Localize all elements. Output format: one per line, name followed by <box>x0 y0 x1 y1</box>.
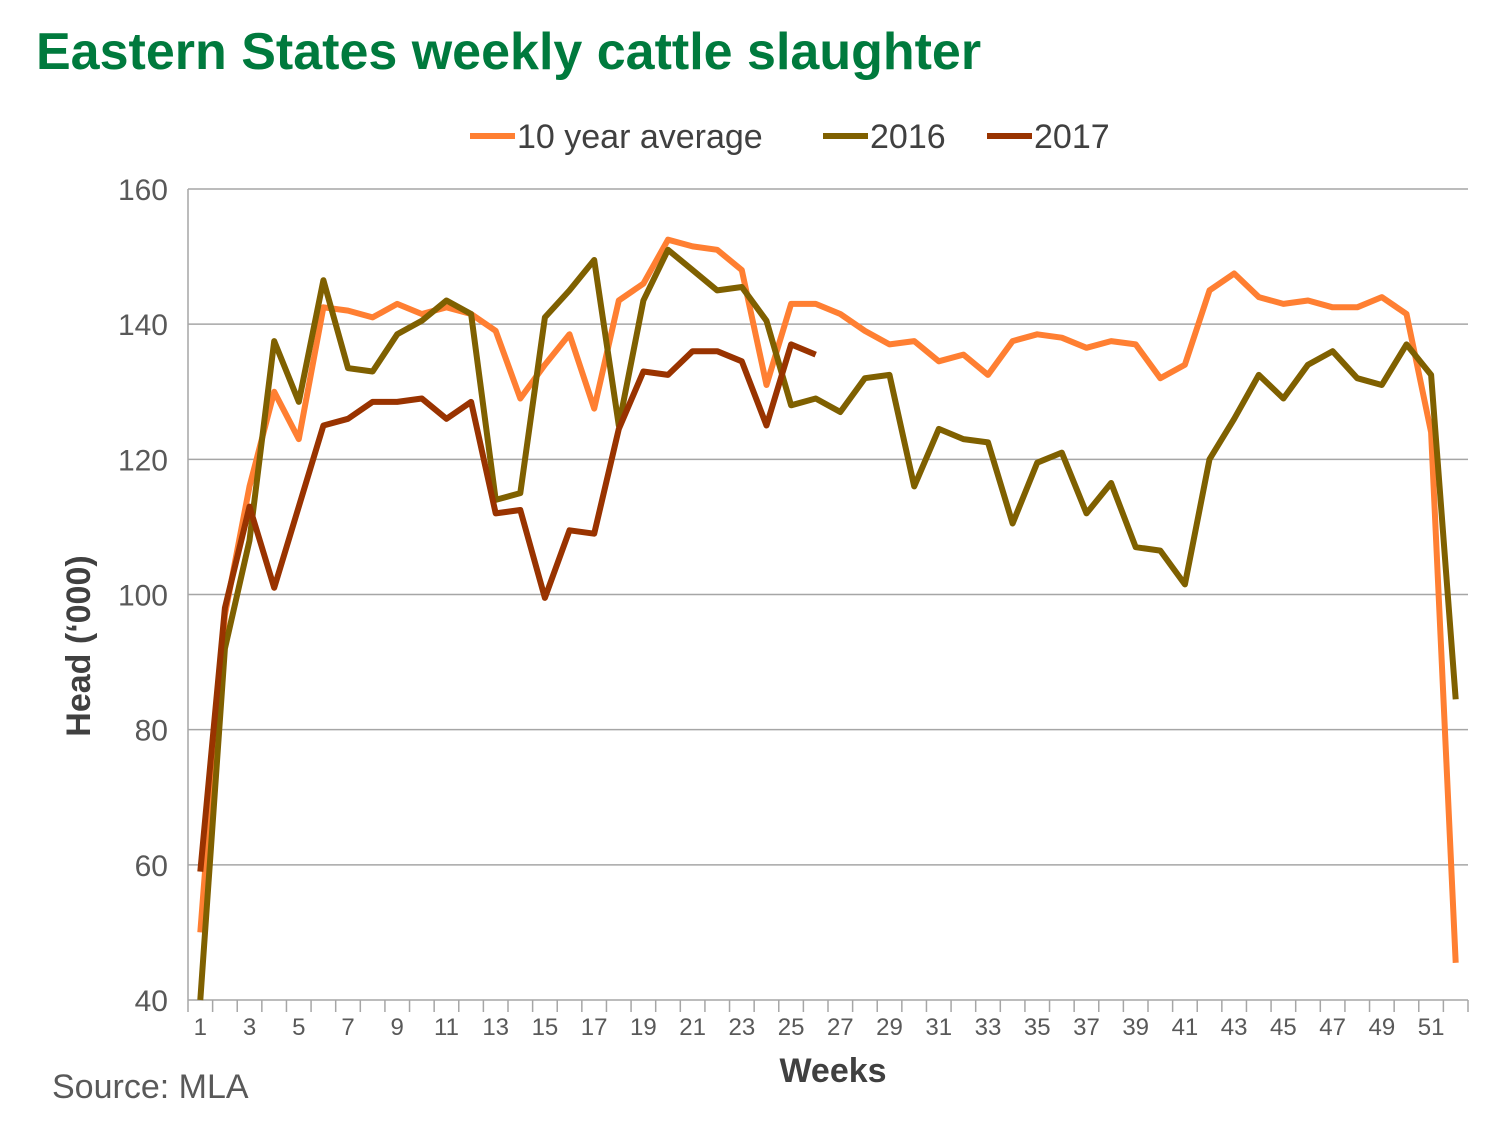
legend-label: 10 year average <box>517 118 763 156</box>
x-axis-title: Weeks <box>779 1052 886 1090</box>
series-line-2017 <box>197 341 817 872</box>
series-lines <box>197 236 1459 1001</box>
x-tick-label: 45 <box>1270 1014 1297 1041</box>
x-tick-label: 35 <box>1024 1014 1051 1041</box>
x-tick-label: 23 <box>728 1014 755 1041</box>
y-axis-title: Head (‘000) <box>60 555 98 736</box>
legend-label: 2016 <box>870 118 946 156</box>
x-tick-label: 29 <box>876 1014 903 1041</box>
x-tick-label: 51 <box>1418 1014 1445 1041</box>
y-tick-label: 120 <box>118 444 168 477</box>
x-tick-label: 27 <box>827 1014 854 1041</box>
axes <box>187 189 1469 1012</box>
legend-label: 2017 <box>1034 118 1110 156</box>
x-tick-label: 1 <box>194 1014 207 1041</box>
x-tick-label: 41 <box>1172 1014 1199 1041</box>
x-tick-label: 11 <box>434 1014 459 1041</box>
x-tick-label: 13 <box>482 1014 509 1041</box>
gridlines <box>188 188 1468 866</box>
x-tick-label: 33 <box>975 1014 1002 1041</box>
legend: 10 year average 2016 2017 <box>470 118 1110 156</box>
y-tick-label: 60 <box>135 850 168 883</box>
x-tick-labels: 1 3 5 7 9 11 13 15 17 19 21 23 25 27 29 31 33 35 37 39 41 43 4… <box>194 1014 1445 1041</box>
x-tick-label: 21 <box>679 1014 706 1041</box>
series-line-2016 <box>197 246 1459 1001</box>
y-tick-label: 140 <box>118 309 168 342</box>
y-tick-labels: 40 60 80 100 120 140 160 <box>118 174 168 1018</box>
x-tick-label: 17 <box>581 1014 608 1041</box>
y-tick-label: 80 <box>135 715 168 748</box>
y-tick-label: 160 <box>118 174 168 207</box>
x-tick-label: 19 <box>630 1014 657 1041</box>
y-tick-label: 100 <box>118 580 168 613</box>
x-tick-label: 7 <box>341 1014 354 1041</box>
y-tick-label: 40 <box>135 985 168 1018</box>
series-line-10-year-average <box>197 236 1459 963</box>
x-tick-label: 47 <box>1319 1014 1346 1041</box>
x-tick-label: 49 <box>1368 1014 1395 1041</box>
x-tick-label: 43 <box>1221 1014 1248 1041</box>
chart-title: Eastern States weekly cattle slaughter <box>36 23 982 81</box>
x-tick-label: 9 <box>391 1014 404 1041</box>
x-tick-label: 5 <box>292 1014 305 1041</box>
x-tick-label: 15 <box>532 1014 559 1041</box>
x-tick-label: 37 <box>1073 1014 1100 1041</box>
x-tick-label: 39 <box>1122 1014 1149 1041</box>
x-tick-label: 25 <box>778 1014 805 1041</box>
source-note: Source: MLA <box>52 1068 249 1106</box>
x-tick-label: 3 <box>243 1014 256 1041</box>
x-tick-label: 31 <box>925 1014 952 1041</box>
